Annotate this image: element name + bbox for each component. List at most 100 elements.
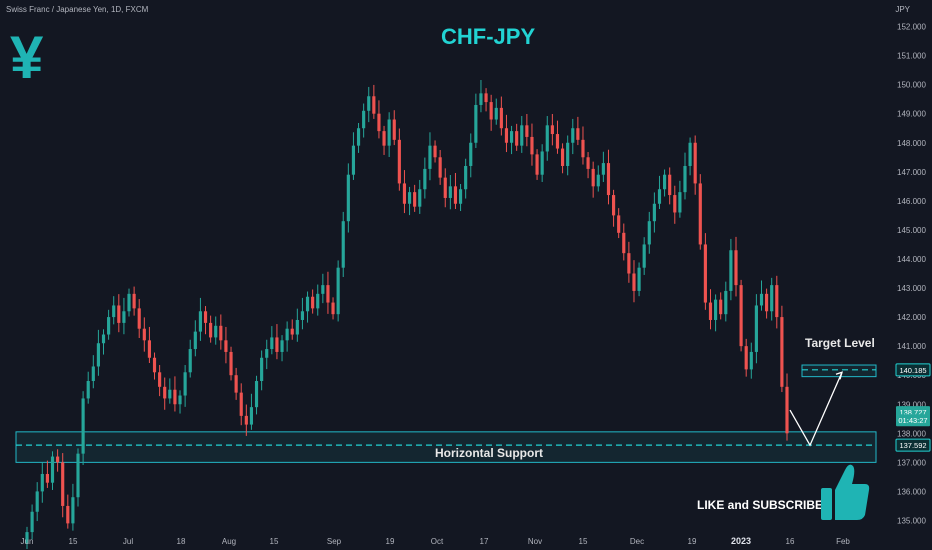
candle [163,377,167,410]
candle [56,449,60,472]
candle-body [392,119,396,140]
support-zone [15,431,877,463]
candle-body [158,372,162,387]
candle-body [606,163,611,196]
candle-body [428,145,432,169]
candle [346,163,350,233]
candle-body [464,165,468,190]
candles [25,79,789,549]
candle-body [627,253,631,274]
thumbs-up-icon[interactable] [819,460,871,524]
candle [458,184,463,212]
candle-body [734,250,738,286]
candle-body [749,351,753,370]
candle [244,404,248,436]
candle [775,275,779,329]
candle [341,211,345,277]
candle-body [545,125,549,152]
candle [423,157,427,199]
y-tick-label: 146.000 [897,197,926,206]
x-tick-label: Jul [123,537,133,546]
candle [40,462,44,503]
candle [219,314,223,350]
candle-body [489,102,493,120]
candle [127,288,131,317]
candle [566,135,570,176]
candle [147,326,151,363]
price-tag-bg [895,438,931,452]
candle-body [356,128,361,146]
candle [560,143,565,174]
candle-body [188,349,192,373]
candle [178,390,182,414]
y-tick-label: 144.000 [897,255,926,264]
candle [224,326,228,364]
candle [770,277,774,321]
candle-body [178,395,182,405]
candle [581,126,585,165]
candle-body [122,311,126,323]
candle [91,355,95,389]
like-subscribe-label[interactable]: LIKE and SUBSCRIBE [697,498,824,512]
candle-body [163,386,167,399]
candle [520,116,524,153]
price-tag-text: 138.727 [899,408,926,417]
candle [188,339,192,378]
candle-body [249,407,254,425]
x-tick-label: Dec [630,537,644,546]
candle [367,86,371,123]
candle [209,315,213,343]
candle-body [780,317,784,387]
candle-body [448,186,452,198]
candle [428,132,432,181]
candle [433,140,437,163]
x-tick-label: Oct [431,537,444,546]
candle-body [770,285,774,312]
candle-body [76,453,80,498]
candle [719,292,723,320]
candle-body [703,244,707,303]
horizontal-support-label: Horizontal Support [435,446,543,460]
price-tag: 01:43:27 [896,414,930,427]
y-tick-label: 151.000 [897,52,926,61]
candle-body [362,110,366,129]
candle-body [127,293,131,312]
candle [453,172,458,209]
candle-body [71,497,75,524]
candle-body [759,293,764,306]
candle [50,451,55,490]
x-tick-label: 2023 [731,536,751,546]
candle [229,346,233,381]
x-tick-label: Feb [836,537,850,546]
candle-body [244,415,248,425]
candle [260,350,264,391]
candle-body [112,305,116,318]
candle [632,260,636,303]
candle-body [275,337,279,352]
projection-arrowhead [835,371,843,380]
candle [535,149,539,180]
candle-body [566,142,570,166]
candle-body [617,215,621,233]
candle-body [591,168,595,187]
candle [285,321,289,352]
candle-body [540,151,544,175]
x-tick-label: 15 [270,537,279,546]
x-axis: Jun 15 Jul 18 Aug 15 Sep 19 Oct 17 Nov 15 Dec 19 2023 1… [21,536,851,546]
candle-body [224,340,228,352]
candle [254,375,259,415]
candle [407,186,412,216]
candle-body [142,328,146,341]
candle [530,123,534,166]
candle [663,169,667,197]
candle-body [377,113,381,132]
candle-body [137,308,141,329]
y-tick-label: 138.000 [897,429,926,438]
candle [203,306,208,335]
candle [785,373,789,441]
candle [377,100,381,139]
candle-body [433,145,437,158]
candle [336,260,340,322]
